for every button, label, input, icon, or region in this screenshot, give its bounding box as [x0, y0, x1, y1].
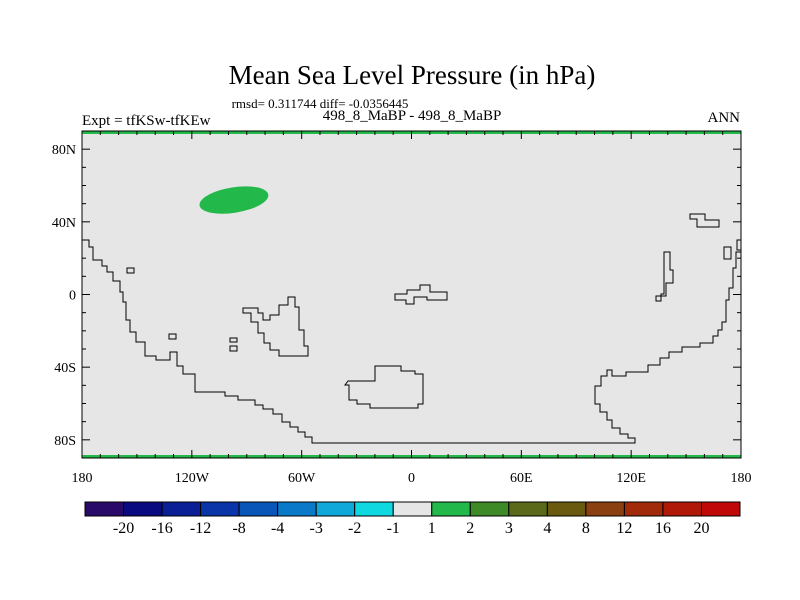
colorbar-swatch [700, 501, 741, 517]
colorbar-swatch [546, 501, 587, 517]
island-small-4 [168, 333, 177, 340]
colorbar-swatch [277, 501, 317, 517]
colorbar-swatch [354, 501, 394, 517]
colorbar-label: 12 [616, 520, 632, 537]
x-tick-label: 60W [288, 471, 316, 486]
colorbar-label: 1 [428, 520, 436, 537]
colorbar-label: -20 [113, 520, 134, 537]
y-tick-label: 0 [69, 289, 76, 304]
coastline-equatorial-island [394, 284, 448, 305]
colorbar-swatch [469, 501, 510, 517]
chart-title: Mean Sea Level Pressure (in hPa) [229, 60, 596, 90]
island-small-6 [229, 345, 238, 352]
colorbar-label: -3 [310, 520, 323, 537]
colorbar-swatch [238, 501, 279, 517]
island-small-3 [126, 267, 135, 274]
x-tick-label: 180 [72, 471, 93, 486]
colorbar-swatch [84, 501, 125, 517]
colorbar-label: 3 [505, 520, 513, 537]
colorbar-label: -2 [348, 520, 361, 537]
colorbar-label: 2 [466, 520, 474, 537]
colorbar-swatch [392, 501, 433, 517]
colorbar-label: -12 [190, 520, 211, 537]
colorbar-label: 4 [543, 520, 551, 537]
chart-subtitle: rmsd= 0.311744 diff= -0.0356445 [232, 96, 409, 111]
colorbar-swatch [200, 501, 240, 517]
x-tick-label: 180 [731, 471, 752, 486]
coastline-main [82, 239, 741, 444]
island-small-5 [229, 337, 238, 343]
y-tick-label: 40N [52, 216, 76, 231]
right-label: ANN [708, 110, 741, 126]
x-tick-label: 60E [510, 471, 533, 486]
coastline-east-landmass [655, 251, 674, 302]
map-background [82, 131, 741, 458]
x-tick-label: 0 [408, 471, 415, 486]
x-tick-label: 120E [616, 471, 646, 486]
y-tick-label: 80S [54, 434, 76, 449]
coastline-central-landmass [242, 296, 309, 357]
colorbar-label: 20 [693, 520, 709, 537]
colorbar-swatch [123, 501, 163, 517]
colorbar-label: -4 [271, 520, 284, 537]
colorbar-swatch [161, 501, 202, 517]
x-tick-label: 120W [175, 471, 210, 486]
island-small-1 [723, 246, 732, 260]
center-label: 498_8_MaBP - 498_8_MaBP [323, 108, 502, 124]
colorbar-label: -16 [151, 520, 172, 537]
colorbar-swatch [662, 501, 702, 517]
y-tick-label: 80N [52, 143, 76, 158]
colorbar-label: -8 [232, 520, 245, 537]
colorbar-swatch [431, 501, 471, 517]
y-tick-label: 40S [54, 361, 76, 376]
colorbar: -20 -16 -12 -8 -4 -3 -2 -1 1 2 3 4 8 12 16 20 [84, 501, 741, 537]
colorbar-swatch [508, 501, 548, 517]
coastline-northeast-island [689, 213, 720, 228]
colorbar-label: 8 [582, 520, 590, 537]
colorbar-swatch [585, 501, 625, 517]
continent-outlines [82, 213, 742, 444]
colorbar-swatch [623, 501, 664, 517]
colorbar-label: 16 [655, 520, 671, 537]
colorbar-swatch [315, 501, 356, 517]
anomaly-region-1 [199, 186, 269, 214]
left-label: Expt = tfKSw-tfKEw [82, 113, 211, 129]
map-plot: 180 120W 60W 0 60E 120E 180 80N 40N 0 40S 80S [52, 130, 752, 486]
coastline-southern-island [344, 365, 424, 409]
colorbar-label: -1 [387, 520, 400, 537]
